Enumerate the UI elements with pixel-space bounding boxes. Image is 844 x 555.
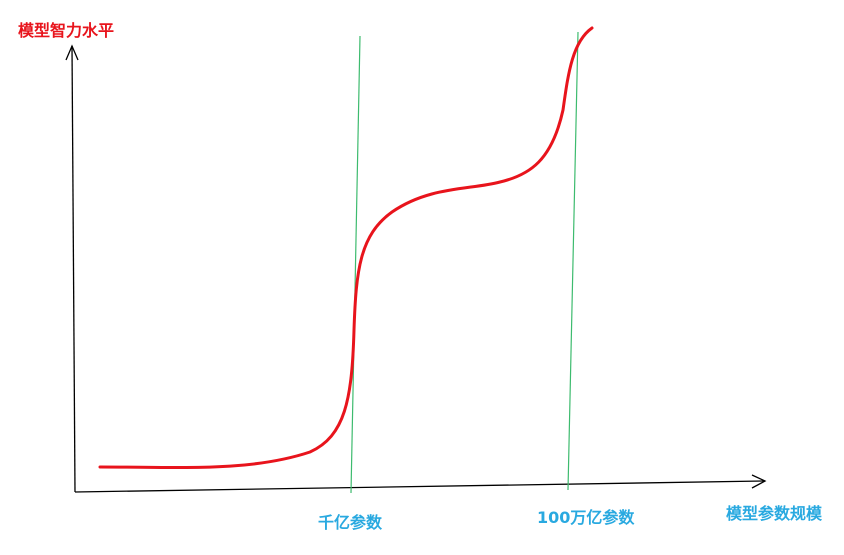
marker-line-1 xyxy=(350,35,361,494)
marker-line-2 xyxy=(567,31,579,491)
y-axis-label: 模型智力水平 xyxy=(18,21,115,40)
x-axis-label: 模型参数规模 xyxy=(726,504,823,523)
marker-label-2: 100万亿参数 xyxy=(537,508,635,527)
y-axis xyxy=(65,44,79,493)
x-axis xyxy=(74,474,767,493)
marker-label-1: 千亿参数 xyxy=(318,513,383,532)
capability-curve xyxy=(98,26,594,470)
